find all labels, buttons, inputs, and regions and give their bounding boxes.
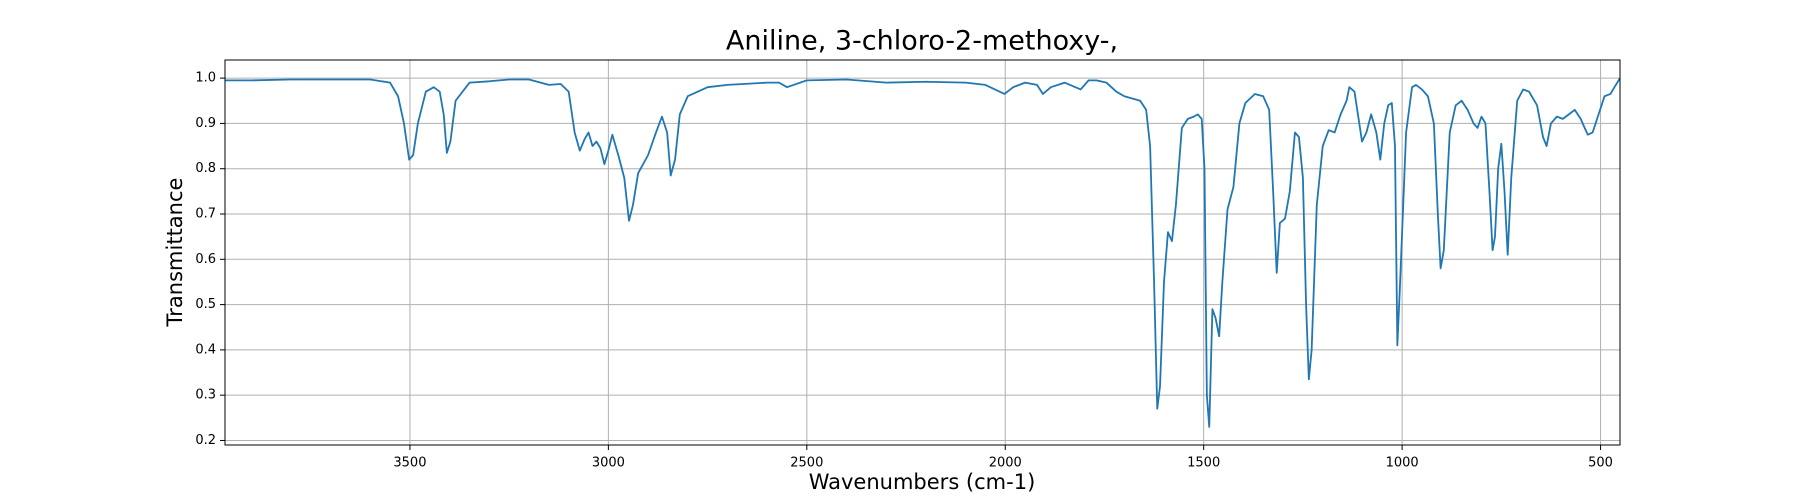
y-tick-label: 0.7 [195, 207, 216, 222]
x-axis-label: Wavenumbers (cm-1) [809, 470, 1036, 494]
spectrum-line [225, 77, 1621, 428]
y-tick-label: 0.2 [195, 433, 216, 448]
y-tick-label: 0.4 [195, 342, 216, 357]
y-axis-label: Transmittance [163, 178, 187, 328]
y-tick-label: 0.3 [195, 388, 216, 403]
x-tick-label: 3000 [592, 456, 625, 471]
plot-frame [224, 59, 1621, 446]
x-tick-label: 1000 [1386, 456, 1419, 471]
x-tick-label: 500 [1588, 456, 1613, 471]
y-tick-label: 1.0 [195, 71, 216, 86]
y-tick-label: 0.5 [195, 297, 216, 312]
y-tick-label: 0.9 [195, 116, 216, 131]
chart-title: Aniline, 3-chloro-2-methoxy-, [726, 26, 1118, 57]
y-tick-label: 0.8 [195, 161, 216, 176]
x-tick-label: 3500 [393, 456, 426, 471]
y-tick-label: 0.6 [195, 252, 216, 267]
x-tick-label: 1500 [1187, 456, 1220, 471]
x-tick-label: 2500 [790, 456, 823, 471]
x-tick-label: 2000 [989, 456, 1022, 471]
